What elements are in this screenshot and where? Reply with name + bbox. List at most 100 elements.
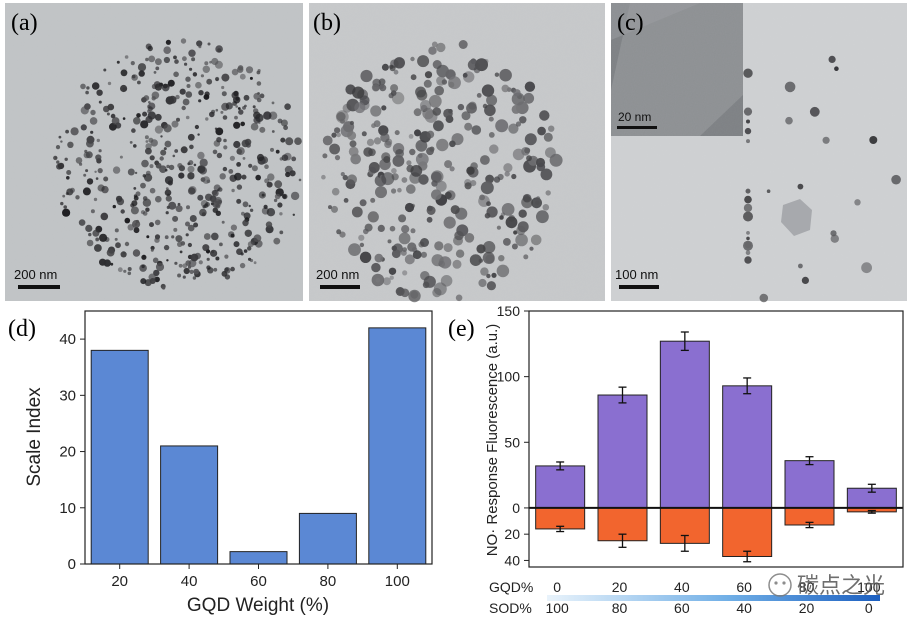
- nanoparticle: [178, 263, 183, 268]
- nanoparticle: [231, 188, 235, 193]
- nanoparticle-aggregate: [480, 155, 490, 165]
- nanoparticle: [280, 137, 286, 143]
- nanoparticle: [177, 202, 181, 206]
- nanoparticle: [746, 236, 750, 241]
- nanoparticle: [891, 174, 901, 185]
- nanoparticle: [215, 45, 223, 53]
- nanoparticle: [285, 171, 291, 178]
- nanoparticle: [273, 198, 278, 203]
- nanoparticle: [120, 251, 127, 258]
- nanoparticle-aggregate: [370, 105, 382, 117]
- nanoparticle: [215, 256, 220, 261]
- nanoparticle: [144, 135, 149, 140]
- nanoparticle: [190, 172, 195, 177]
- nanoparticle-aggregate: [496, 264, 510, 278]
- nanoparticle: [88, 232, 92, 237]
- nanoparticle-aggregate: [359, 199, 367, 207]
- nanoparticle: [163, 124, 172, 133]
- nanoparticle-aggregate: [476, 244, 486, 254]
- nanoparticle: [237, 66, 244, 73]
- nanoparticle: [180, 146, 188, 154]
- nanoparticle: [243, 94, 250, 101]
- nanoparticle: [141, 264, 145, 269]
- nanoparticle-aggregate: [449, 166, 455, 172]
- nanoparticle: [232, 101, 238, 106]
- nanoparticle: [137, 63, 147, 72]
- nanoparticle: [145, 143, 152, 150]
- nanoparticle: [236, 162, 242, 167]
- nanoparticle: [58, 135, 62, 139]
- nanoparticle-aggregate: [406, 184, 416, 194]
- nanoparticle-aggregate: [347, 131, 357, 141]
- nanoparticle: [167, 180, 173, 186]
- nanoparticle: [206, 265, 211, 270]
- nanoparticle: [120, 209, 125, 214]
- nanoparticle: [253, 92, 261, 100]
- nanoparticle: [261, 193, 265, 197]
- nanoparticle: [171, 120, 179, 128]
- nanoparticle: [198, 45, 202, 49]
- nanoparticle: [95, 237, 100, 242]
- nanoparticle-network-a: [53, 38, 302, 290]
- bar-d-100: [368, 327, 427, 565]
- nanoparticle: [745, 188, 751, 194]
- nanoparticle: [176, 117, 180, 122]
- nanoparticle-aggregate: [436, 42, 446, 53]
- nanoparticle: [229, 155, 235, 161]
- nanoparticle: [164, 168, 168, 172]
- nanoparticle: [216, 137, 222, 143]
- nanoparticle: [85, 224, 93, 232]
- nanoparticle-aggregate: [508, 123, 519, 134]
- nanoparticle-aggregate: [395, 287, 405, 296]
- bar-d-40: [160, 445, 219, 565]
- nanoparticle-aggregate: [486, 94, 498, 106]
- nanoparticle-aggregate: [393, 69, 399, 75]
- nanoparticle-aggregate: [377, 224, 385, 232]
- nanoparticle: [290, 191, 300, 201]
- nanoparticle: [143, 95, 150, 101]
- nanoparticle: [175, 205, 183, 213]
- chart-e: (e) 0 50 100 150 20 40 0 100 20 80 40 60 60 40 80 20 100…: [448, 303, 904, 616]
- nanoparticle-aggregate: [524, 147, 531, 154]
- nanoparticle: [746, 139, 750, 144]
- nanoparticle: [274, 180, 283, 189]
- nanoparticle-aggregate: [390, 84, 399, 93]
- nanoparticle: [292, 213, 295, 216]
- nanoparticle-aggregate: [388, 267, 397, 275]
- nanoparticle: [174, 149, 179, 153]
- nanoparticle-aggregate: [371, 262, 381, 273]
- nanoparticle: [166, 259, 169, 262]
- nanoparticle: [165, 39, 171, 45]
- bar-d-80: [298, 512, 357, 565]
- nanoparticle-aggregate: [498, 255, 505, 262]
- nanoparticle: [230, 233, 235, 238]
- tem-panel-b: (b) 200 nm: [309, 3, 605, 303]
- nanoparticle: [178, 172, 185, 179]
- nanoparticle-aggregate: [398, 214, 407, 223]
- nanoparticle: [130, 206, 139, 215]
- bar-e-fluorescence-3: [722, 385, 773, 509]
- nanoparticle-aggregate: [375, 186, 387, 199]
- nanoparticle-aggregate: [440, 275, 453, 287]
- nanoparticle: [139, 264, 147, 272]
- nanoparticle-aggregate: [529, 246, 534, 251]
- nanoparticle: [185, 91, 193, 98]
- nanoparticle: [124, 55, 129, 59]
- nanoparticle: [142, 198, 152, 207]
- nanoparticle-aggregate: [392, 155, 405, 167]
- nanoparticle: [149, 187, 156, 194]
- nanoparticle-aggregate: [450, 205, 460, 215]
- nanoparticle: [91, 82, 100, 90]
- nanoparticle-aggregate: [488, 132, 495, 138]
- nanoparticle: [133, 194, 137, 198]
- nanoparticle-aggregate: [410, 74, 417, 81]
- nanoparticle: [99, 233, 108, 242]
- nanoparticle: [744, 256, 752, 264]
- nanoparticle-aggregate: [413, 108, 422, 117]
- nanoparticle: [271, 130, 275, 133]
- nanoparticle: [228, 169, 234, 174]
- nanoparticle: [117, 267, 123, 273]
- nanoparticle-aggregate: [401, 177, 408, 183]
- nanoparticle: [173, 227, 178, 232]
- nanoparticle: [244, 229, 252, 237]
